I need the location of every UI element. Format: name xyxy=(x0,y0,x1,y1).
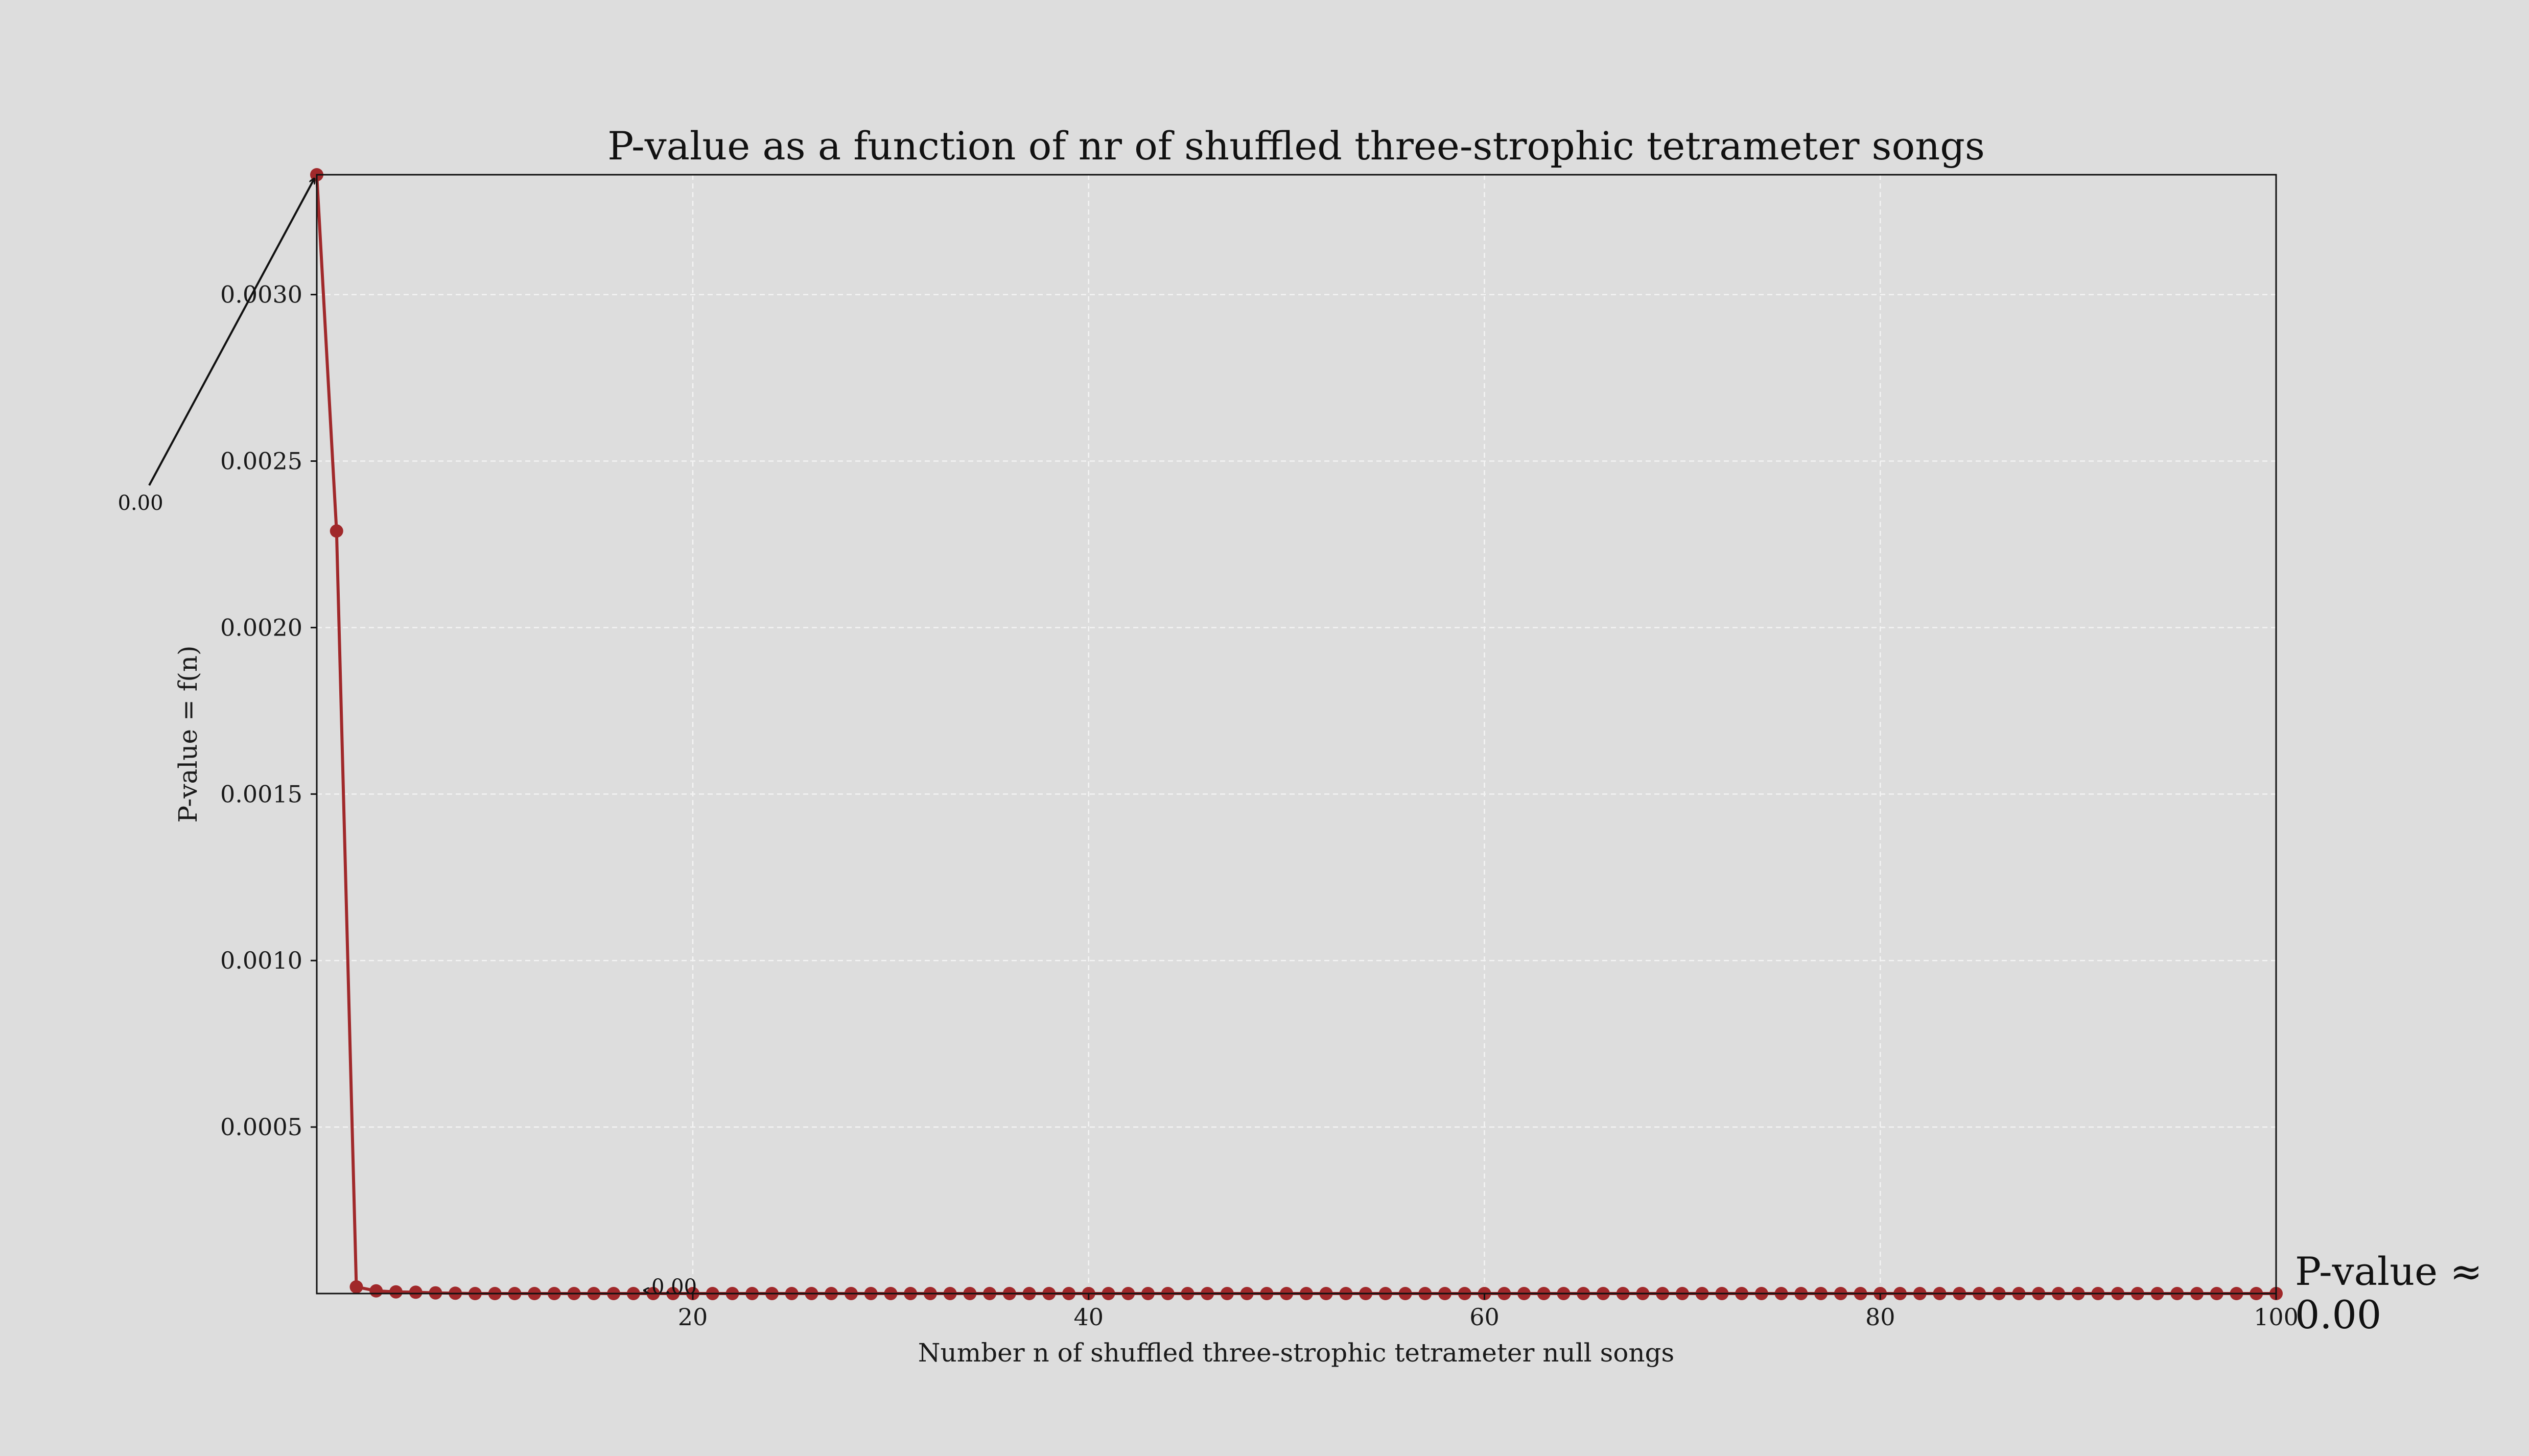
x-tick-label: 40 xyxy=(1073,1303,1104,1331)
y-tick-label: 0.0005 xyxy=(220,1113,302,1141)
data-point xyxy=(349,1280,363,1294)
y-tick-label: 0.0015 xyxy=(220,780,302,808)
annotation-label: 0.00 xyxy=(651,1275,697,1299)
y-axis-label: P-value = f(n) xyxy=(173,645,203,823)
data-point xyxy=(369,1284,383,1298)
data-point xyxy=(409,1285,423,1299)
y-tick-label: 0.0030 xyxy=(220,281,302,309)
y-tick-label: 0.0020 xyxy=(220,614,302,641)
x-tick-label: 60 xyxy=(1469,1303,1500,1331)
x-tick-label: 100 xyxy=(2254,1303,2299,1331)
annotation-layer: 0.00 0.00 xyxy=(118,179,697,1299)
y-tick-label: 0.0010 xyxy=(220,947,302,974)
data-point xyxy=(330,524,343,538)
x-axis-ticks: 20 40 60 80 100 xyxy=(678,1294,2299,1331)
x-tick-label: 20 xyxy=(678,1303,708,1331)
y-axis-ticks: 0.0005 0.0010 0.0015 0.0020 0.0025 0.0030 xyxy=(220,281,317,1141)
chart-title: P-value as a function of nr of shuffled … xyxy=(607,123,1985,169)
data-point xyxy=(389,1285,403,1299)
annotation-arrow xyxy=(148,179,314,486)
plot-frame xyxy=(316,174,2277,1295)
y-tick-label: 0.0025 xyxy=(220,448,302,475)
annotation-label: 0.00 xyxy=(118,491,163,515)
final-value-annotation-line2: 0.00 xyxy=(2295,1292,2381,1337)
x-tick-label: 80 xyxy=(1865,1303,1895,1331)
x-axis-label: Number n of shuffled three-strophic tetr… xyxy=(918,1338,1674,1368)
plot-area xyxy=(317,175,2276,1294)
final-value-annotation-line1: P-value ≈ xyxy=(2295,1249,2483,1294)
